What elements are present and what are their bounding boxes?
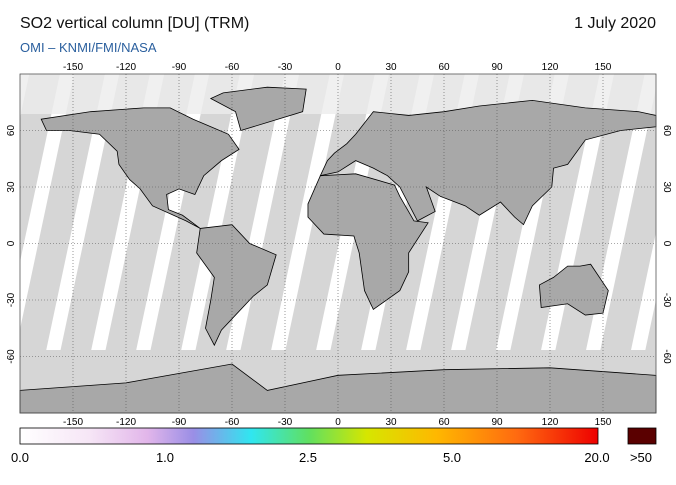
lat-label-right: 60 — [661, 125, 672, 137]
landmass — [307, 173, 429, 311]
lon-label-bottom: -30 — [278, 417, 293, 428]
landmass — [209, 86, 307, 132]
lon-label-top: -30 — [278, 62, 293, 73]
lon-label-top: 120 — [542, 62, 559, 73]
lat-label-left: -30 — [6, 292, 17, 307]
lon-label-top: 60 — [438, 62, 450, 73]
lon-label-top: -150 — [63, 62, 83, 73]
colorbar-overflow — [627, 427, 657, 445]
lat-label-left: -60 — [6, 349, 17, 364]
landmass — [538, 263, 609, 316]
landmass — [319, 99, 657, 226]
lat-label-left: 60 — [6, 125, 17, 137]
colorbar — [19, 427, 599, 445]
lat-label-left: 0 — [6, 240, 17, 246]
colorbar-label: 20.0 — [584, 450, 609, 465]
date: 1 July 2020 — [574, 15, 656, 32]
lon-label-bottom: 120 — [542, 417, 559, 428]
colorbar-label: 0.0 — [11, 450, 29, 465]
lon-label-bottom: 0 — [335, 417, 341, 428]
colorbar-label: 2.5 — [299, 450, 317, 465]
lat-label-right: 0 — [661, 241, 672, 247]
credit: OMI – KNMI/FMI/NASA — [20, 40, 157, 55]
colorbar-label: >50 — [630, 450, 652, 465]
lon-label-bottom: -150 — [63, 417, 83, 428]
colorbar-label: 1.0 — [156, 450, 174, 465]
landmass — [40, 107, 240, 229]
lat-label-right: -60 — [661, 349, 672, 364]
title: SO2 vertical column [DU] (TRM) — [20, 15, 249, 32]
lon-label-top: -60 — [225, 62, 240, 73]
lon-label-bottom: 90 — [491, 417, 503, 428]
lon-label-bottom: 60 — [438, 417, 450, 428]
lon-label-bottom: -60 — [225, 417, 240, 428]
lon-label-top: 0 — [335, 62, 341, 73]
lon-label-top: 30 — [385, 62, 397, 73]
lon-label-bottom: -120 — [116, 417, 136, 428]
lon-label-top: -120 — [116, 62, 136, 73]
lon-label-top: 150 — [595, 62, 612, 73]
lat-label-right: -30 — [661, 293, 672, 308]
lon-label-bottom: -90 — [172, 417, 187, 428]
lon-label-bottom: 30 — [385, 417, 397, 428]
colorbar-label: 5.0 — [443, 450, 461, 465]
landmass — [196, 224, 277, 347]
lon-label-top: 90 — [491, 62, 503, 73]
lat-label-left: 30 — [6, 181, 17, 193]
lon-label-top: -90 — [172, 62, 187, 73]
lat-label-right: 30 — [661, 181, 672, 193]
lon-label-bottom: 150 — [595, 417, 612, 428]
